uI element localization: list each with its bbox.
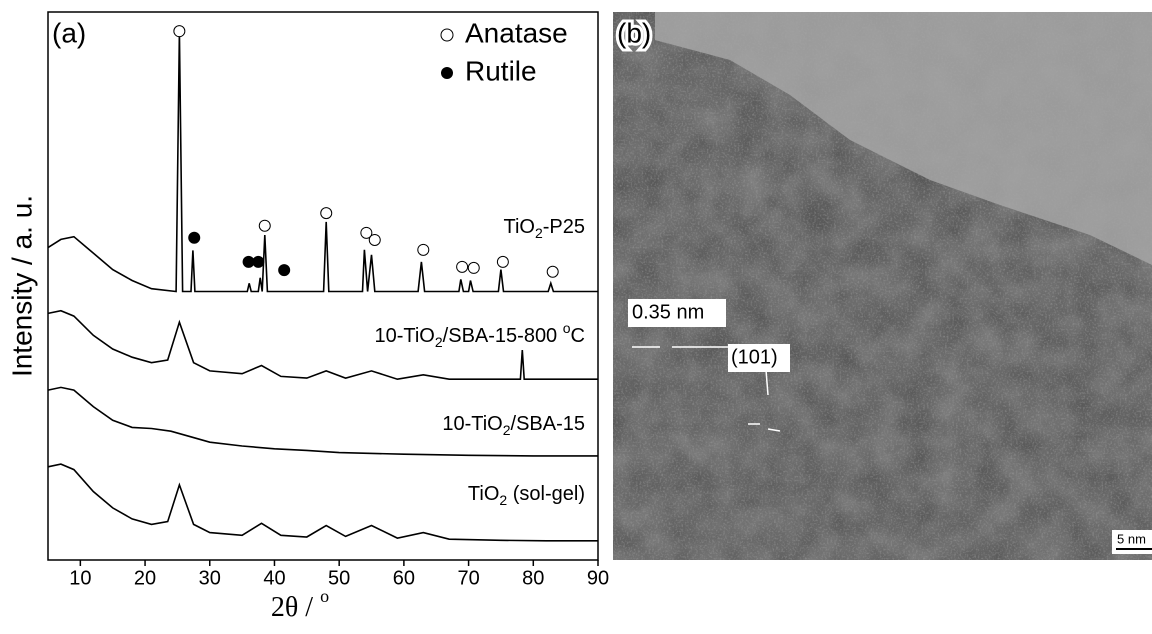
x-tick-label: 80 [522,567,544,589]
legend-symbol [440,28,454,42]
x-tick-label: 30 [199,567,221,589]
rutile-marker [252,255,265,268]
xrd-pattern [47,386,598,457]
rutile-marker [278,264,291,277]
anatase-marker [258,219,271,232]
x-tick-label: 20 [134,567,156,589]
xrd-pattern [47,309,598,381]
anatase-marker [360,226,373,239]
panel-label: (a) [52,17,86,48]
x-tick-label: 50 [328,567,350,589]
legend-entry: Rutile [465,55,537,86]
anatase-marker [546,265,559,278]
series-label: 10-TiO2/SBA-15-800 oC [374,320,585,350]
anatase-marker [173,25,186,38]
rutile-marker [188,231,201,244]
x-tick-label: 70 [457,567,479,589]
plot-frame [47,11,599,561]
x-tick-label: 10 [69,567,91,589]
legend-entry: Anatase [465,17,568,48]
panel-label: (b) [617,17,651,48]
xrd-pattern [47,31,598,293]
plane-index: (101) [731,346,778,368]
anatase-marker [320,207,333,220]
y-axis-label: Intensity / a. u. [6,195,37,377]
tem-image [613,12,1152,560]
x-axis-label: 2θ / o [271,586,329,623]
x-tick-label: 60 [393,567,415,589]
xrd-pattern [47,463,598,542]
anatase-marker [496,255,509,268]
anatase-marker [467,261,480,274]
legend-symbol [441,67,453,79]
anatase-marker [368,233,381,246]
x-tick-label: 40 [263,567,285,589]
scale-bar: 5 nm [1117,531,1146,546]
series-label: TiO2 (sol-gel) [468,483,585,507]
series-label: 10-TiO2/SBA-15 [442,413,585,437]
lattice-spacing: 0.35 nm [632,301,704,323]
x-tick-label: 90 [587,567,609,589]
anatase-marker [456,260,469,273]
anatase-marker [417,243,430,256]
series-label: TiO2-P25 [503,216,585,240]
